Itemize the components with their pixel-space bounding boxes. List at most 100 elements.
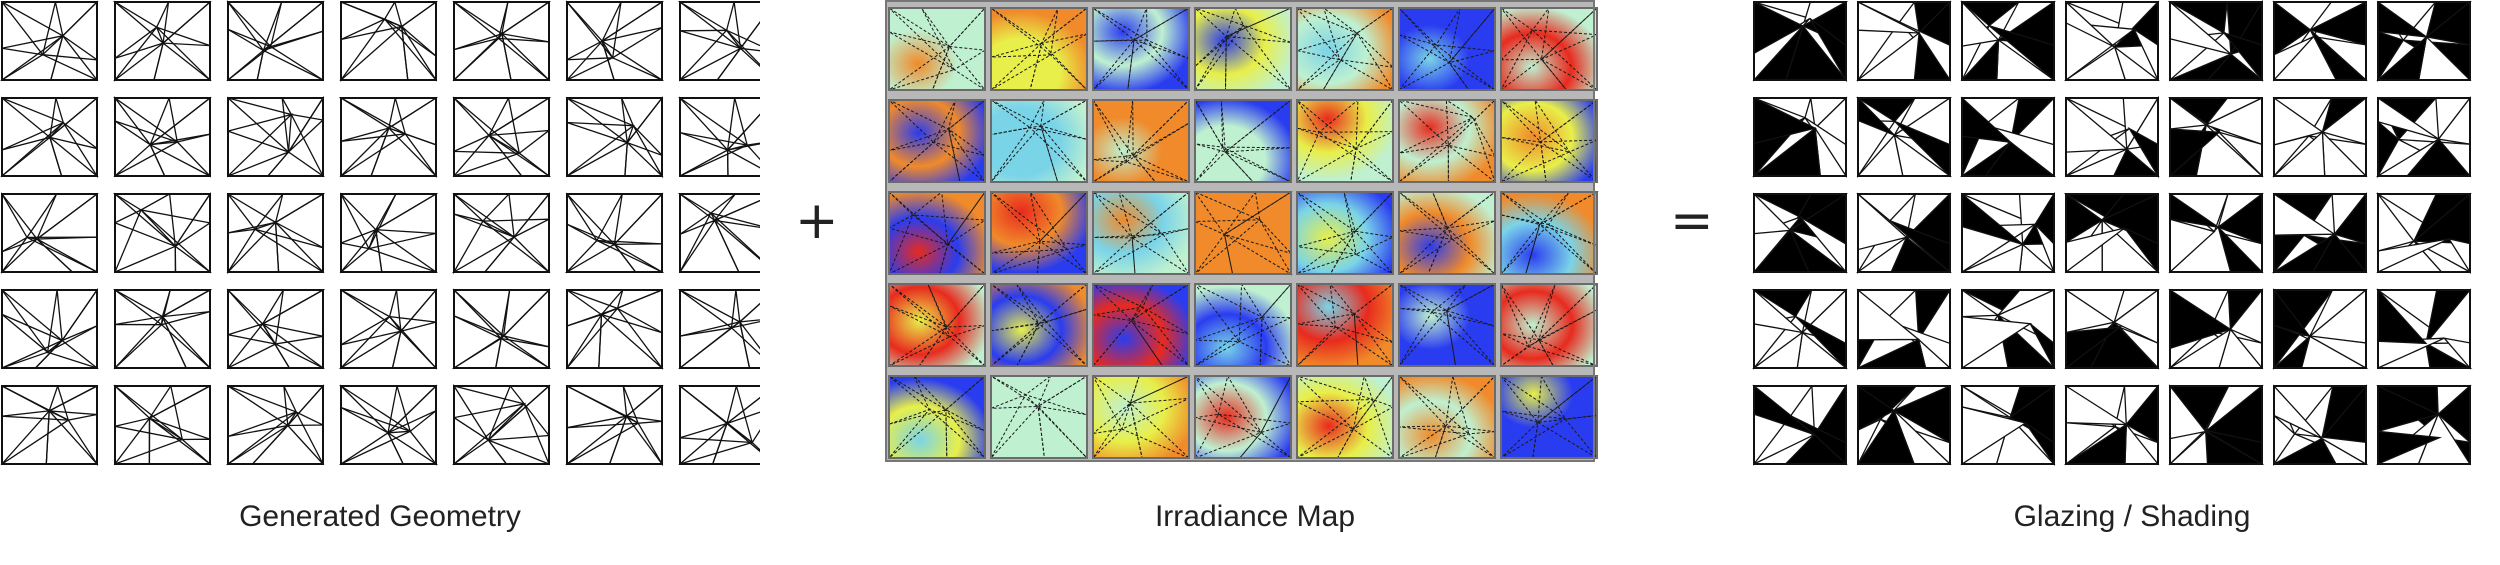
geometry-facet <box>340 289 398 318</box>
geometry-edge <box>263 45 271 51</box>
geometry-edge <box>601 40 614 59</box>
irradiance-heat-fill <box>1297 192 1393 274</box>
geometry-facet <box>632 125 663 179</box>
irradiance-tile <box>1397 283 1497 368</box>
geometry-facet <box>227 28 272 82</box>
geometry-facet <box>340 406 412 466</box>
irradiance-facet-outline <box>1434 425 1497 459</box>
irradiance-facet-outline <box>1447 190 1496 229</box>
irradiance-facet-outline <box>1397 283 1469 313</box>
geometry-facet <box>494 337 552 369</box>
glazing-frame <box>2273 193 2367 273</box>
geometry-facet <box>114 192 176 247</box>
irradiance-tile <box>1091 190 1191 276</box>
geometry-edge <box>49 122 64 138</box>
geometry-facet <box>340 17 387 83</box>
glazing-frame <box>2273 97 2367 177</box>
irradiance-facet-outline <box>1091 319 1164 367</box>
irradiance-frame <box>1398 375 1496 459</box>
geometry-frame <box>1 385 98 465</box>
glazing-frame <box>2273 289 2367 369</box>
geometry-tile <box>566 96 664 179</box>
geometry-tile <box>112 96 212 178</box>
geometry-frame <box>114 1 211 81</box>
irradiance-frame <box>1194 283 1292 367</box>
geometry-facet <box>566 422 639 466</box>
irradiance-facet-outline <box>1129 375 1190 405</box>
irradiance-facet-outline <box>1125 122 1190 183</box>
irradiance-facet-outline <box>1296 49 1341 91</box>
glazing-tile <box>2375 96 2472 179</box>
geometry-edge <box>384 18 402 28</box>
glazing-tile <box>2375 192 2472 275</box>
geometry-frame <box>566 1 663 81</box>
irradiance-map-panel <box>885 0 1615 470</box>
irradiance-heat-fill <box>991 100 1087 182</box>
irradiance-frame <box>1500 99 1598 183</box>
geometry-frame <box>1 193 98 273</box>
irradiance-heat-fill <box>1501 8 1597 90</box>
irradiance-tile <box>1296 374 1395 460</box>
glazing-tile <box>1855 96 1953 179</box>
irradiance-frame <box>1194 375 1292 459</box>
geometry-facet <box>294 410 324 465</box>
geometry-frame <box>679 1 760 81</box>
irradiance-frame <box>1500 283 1598 367</box>
geometry-facet <box>677 97 749 147</box>
geometry-facet <box>714 219 760 273</box>
geometry-facet <box>739 21 760 52</box>
geometry-facet <box>161 316 212 369</box>
geometry-facet <box>227 192 278 234</box>
geometry-tile <box>0 287 99 369</box>
irradiance-facet-outline <box>1541 6 1598 60</box>
geometry-edge <box>156 27 164 44</box>
irradiance-tile <box>989 99 1089 184</box>
irradiance-facet-outline <box>927 283 987 329</box>
geometry-facet <box>112 1 170 29</box>
geometry-frame <box>453 289 550 369</box>
geometry-tile <box>0 0 99 82</box>
geometry-facet <box>625 384 663 423</box>
glazing-tile <box>1961 191 2056 274</box>
geometry-facet <box>1 415 71 466</box>
irradiance-facet-outline <box>1398 99 1474 118</box>
geometry-facet <box>227 151 289 177</box>
irradiance-tile <box>1397 6 1497 92</box>
geometry-tile <box>565 384 664 467</box>
irradiance-facet-outline <box>1237 316 1292 367</box>
irradiance-frame <box>1296 7 1394 91</box>
geometry-tile <box>227 95 326 178</box>
geometry-facet <box>114 323 164 370</box>
irradiance-tile <box>887 282 987 368</box>
geometry-facet <box>1 236 28 275</box>
geometry-frame <box>227 289 324 369</box>
irradiance-facet-outline <box>1447 144 1497 183</box>
geometry-tile <box>226 192 326 275</box>
geometry-frame <box>566 385 663 465</box>
glazing-tile <box>2065 95 2160 179</box>
geometry-frame <box>340 97 437 177</box>
irradiance-frame <box>888 375 986 459</box>
geometry-facet <box>54 1 99 38</box>
geometry-frame <box>340 385 437 465</box>
irradiance-facet-outline <box>1045 308 1088 368</box>
irradiance-frame <box>990 375 1088 459</box>
geometry-edge <box>727 144 748 151</box>
irradiance-facet-outline <box>1092 234 1164 275</box>
irradiance-facet-outline <box>928 409 986 460</box>
irradiance-facet-outline <box>1049 33 1088 92</box>
irradiance-frame <box>1194 7 1292 91</box>
irradiance-facet-outline <box>888 31 956 91</box>
geometry-edge <box>389 316 402 332</box>
glazing-tile <box>2063 192 2160 274</box>
geometry-facet <box>677 193 738 214</box>
geometry-facet <box>500 0 550 43</box>
irradiance-facet-outline <box>1223 233 1293 275</box>
geometry-facet <box>712 199 760 229</box>
geometry-facet <box>1 96 52 151</box>
irradiance-facet-outline <box>1500 214 1550 276</box>
irradiance-border <box>885 0 1595 462</box>
geometry-frame <box>114 289 211 369</box>
geometry-facet <box>678 289 737 329</box>
geometry-facet <box>565 414 628 465</box>
